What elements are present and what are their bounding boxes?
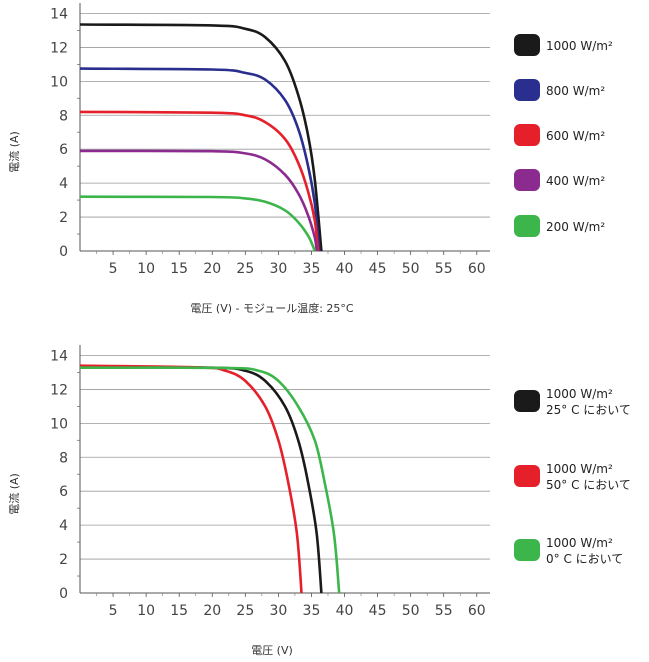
legend-label: 1000 W/m²: [546, 39, 613, 53]
x-tick-label: 5: [109, 261, 118, 277]
x-tick-label: 40: [336, 261, 354, 277]
series-line-3: [79, 366, 341, 594]
x-tick-label: 50: [402, 261, 420, 277]
y-tick-label: 14: [50, 6, 68, 22]
chart-2: 0 2 4 6 8 10 12 14 5 10 15 20 25 30 35 40 45 50 55 60 電流 (A)…: [7, 345, 631, 657]
x-tick-label: 35: [303, 603, 321, 619]
y-tick-label: 6: [59, 142, 68, 158]
legend-swatch: [514, 124, 540, 146]
legend-label-line2: 50° C において: [546, 478, 631, 492]
y-tick-label: 8: [59, 450, 68, 466]
legend-label-line2: 0° C において: [546, 552, 623, 566]
x-tick-label: 45: [369, 261, 387, 277]
legend-swatch: [514, 390, 540, 412]
y-tick-label: 4: [59, 176, 68, 192]
y-tick-label: 12: [50, 40, 68, 56]
legend-item-3: 600 W/m²: [514, 124, 605, 146]
legend-swatch: [514, 169, 540, 191]
legend-item-1: 1000 W/m² 25° C において: [514, 387, 631, 417]
y-tick-label: 8: [59, 108, 68, 124]
chart-1: 0 2 4 6 8 10 12 14 5 10 15 20 25 30 35 40 45 50 55 60 電流 (A)…: [7, 3, 613, 315]
x-tick-label: 30: [269, 261, 287, 277]
y-tick-label: 12: [50, 382, 68, 398]
x-tick-label: 30: [269, 603, 287, 619]
x-tick-label: 10: [137, 261, 155, 277]
series-line-4: [79, 149, 318, 252]
x-tick-label: 15: [170, 261, 188, 277]
x-tick-label: 20: [203, 603, 221, 619]
x-tick-label: 40: [336, 603, 354, 619]
legend-item-5: 200 W/m²: [514, 215, 605, 237]
y-tick-label: 2: [59, 552, 68, 568]
y-tick-label: 2: [59, 210, 68, 226]
x-tick-label: 25: [236, 603, 254, 619]
x-tick-label: 5: [109, 603, 118, 619]
legend-label: 1000 W/m²: [546, 387, 613, 401]
x-tick-label: 15: [170, 603, 188, 619]
series-line-1: [79, 23, 323, 252]
y-tick-label: 0: [59, 586, 68, 602]
legend-label: 400 W/m²: [546, 174, 605, 188]
y-tick-label: 4: [59, 518, 68, 534]
y-tick-label: 0: [59, 244, 68, 260]
x-tick-label: 25: [236, 261, 254, 277]
legend-label: 600 W/m²: [546, 129, 605, 143]
x-tick-label: 60: [468, 261, 486, 277]
legend-label: 1000 W/m²: [546, 536, 613, 550]
y-tick-label: 14: [50, 348, 68, 364]
legend-item-4: 400 W/m²: [514, 169, 605, 191]
y-tick-label: 6: [59, 484, 68, 500]
legend-item-1: 1000 W/m²: [514, 34, 613, 56]
y-axis-title: 電流 (A): [7, 473, 21, 515]
x-tick-label: 55: [435, 261, 453, 277]
x-tick-label: 55: [435, 603, 453, 619]
legend-item-2: 1000 W/m² 50° C において: [514, 462, 631, 492]
x-tick-label: 45: [369, 603, 387, 619]
series-line-2: [79, 67, 321, 252]
legend-swatch: [514, 34, 540, 56]
x-tick-label: 50: [402, 603, 420, 619]
x-tick-label: 20: [203, 261, 221, 277]
x-axis-title: 電圧 (V) - モジュール温度: 25°C: [190, 301, 353, 315]
legend-item-2: 800 W/m²: [514, 79, 605, 101]
x-tick-label: 60: [468, 603, 486, 619]
legend-item-3: 1000 W/m² 0° C において: [514, 536, 623, 566]
y-tick-label: 10: [50, 416, 68, 432]
legend-swatch: [514, 215, 540, 237]
legend-swatch: [514, 79, 540, 101]
y-tick-label: 10: [50, 74, 68, 90]
legend-label-line2: 25° C において: [546, 403, 631, 417]
legend-label: 1000 W/m²: [546, 462, 613, 476]
y-axis-title: 電流 (A): [7, 131, 21, 173]
legend-label: 200 W/m²: [546, 220, 605, 234]
series-line-5: [79, 195, 316, 252]
legend-swatch: [514, 539, 540, 561]
legend-swatch: [514, 465, 540, 487]
x-tick-label: 10: [137, 603, 155, 619]
legend-label: 800 W/m²: [546, 84, 605, 98]
x-tick-label: 35: [303, 261, 321, 277]
x-axis-title: 電圧 (V): [251, 644, 293, 657]
series-line-3: [79, 110, 320, 252]
